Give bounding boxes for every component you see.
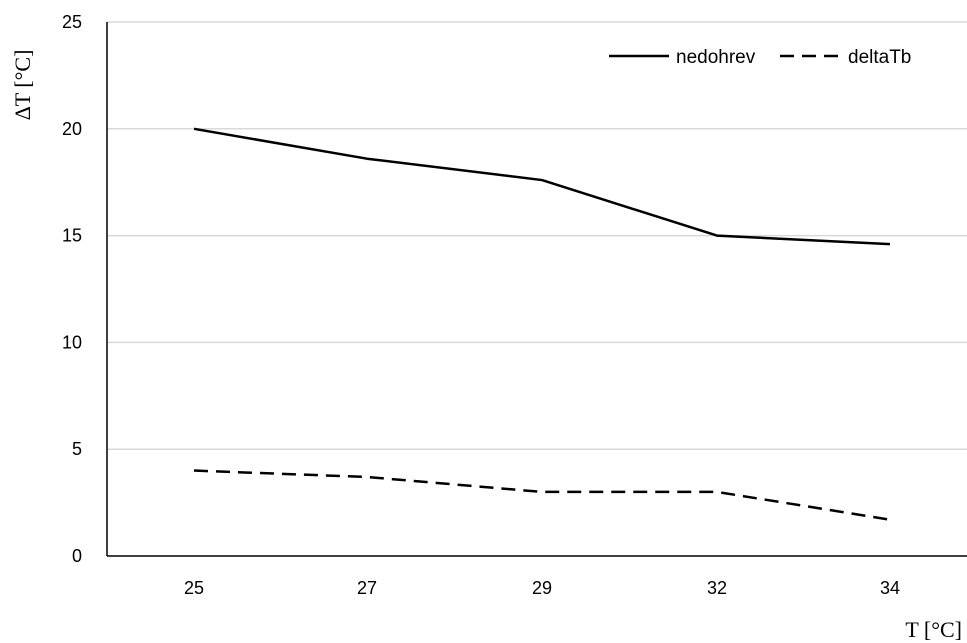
x-tick-label: 29 [532,578,552,598]
gridlines [107,21,967,450]
x-tick-label: 25 [184,578,204,598]
x-tick-label: 34 [880,578,900,598]
legend-label-nedohrev: nedohrev [676,47,756,68]
x-axis-title: T [°C] [905,617,962,642]
x-axis-ticks: 25 27 29 32 34 [184,578,900,598]
legend-label-deltaTb: deltaTb [848,47,911,68]
y-axis-ticks: 0 5 10 15 20 25 [62,12,82,566]
series-lines [193,127,891,521]
series-line-deltaTb [193,469,891,521]
x-tick-label: 27 [357,578,377,598]
y-tick-label: 10 [62,332,82,352]
y-tick-label: 25 [62,12,82,32]
x-tick-label: 32 [707,578,727,598]
series-line-nedohrev [193,127,891,246]
y-axis-title: ΔT [°C] [10,50,35,121]
y-tick-label: 15 [62,226,82,246]
y-tick-label: 20 [62,119,82,139]
y-tick-label: 0 [72,546,82,566]
y-tick-label: 5 [72,439,82,459]
legend: nedohrev deltaTb [609,47,911,68]
